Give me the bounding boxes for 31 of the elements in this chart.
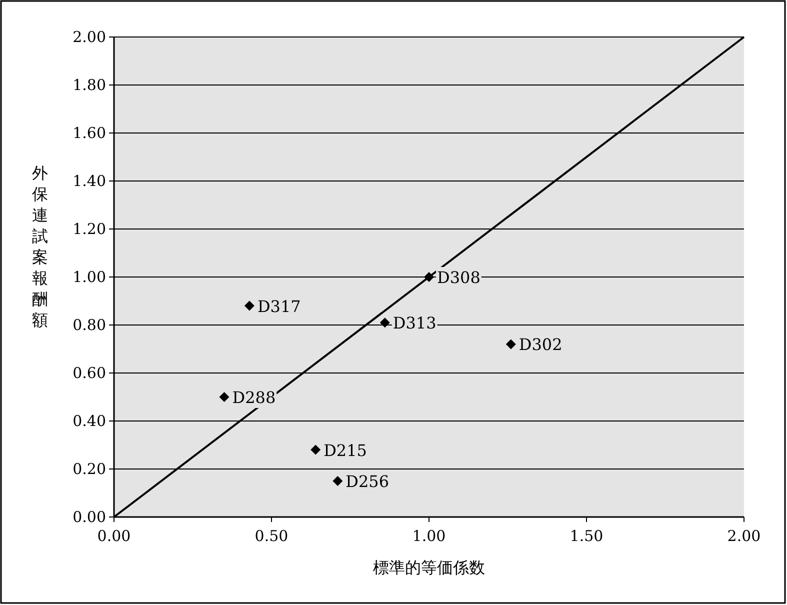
point — [310, 444, 321, 455]
y-tick-label: 1.00 — [72, 268, 106, 286]
annotation: D256 — [346, 472, 390, 491]
point — [332, 476, 343, 486]
y-tick-label: 0.00 — [72, 508, 106, 526]
point — [380, 318, 390, 328]
x-tick-label: 1.50 — [570, 527, 604, 545]
y-tick-label: 1.20 — [72, 220, 106, 238]
annotation: D313 — [392, 314, 436, 333]
x-tick-label: 0.50 — [254, 527, 288, 545]
x-tick-label: 1.00 — [412, 527, 446, 545]
point — [219, 392, 230, 402]
annotation: D308 — [437, 268, 480, 287]
x-axis-title: 標準的等価係数 — [373, 558, 485, 577]
y-axis-title: 外保連試案報酬額 — [32, 164, 48, 330]
x-tick-label: 2.00 — [727, 527, 761, 545]
y-tick-label: 1.80 — [72, 76, 106, 94]
annotation: D302 — [518, 335, 562, 354]
annotation: D317 — [257, 296, 301, 316]
y-tick-label: 2.00 — [72, 28, 106, 46]
y-tick-label: 1.60 — [72, 124, 106, 142]
y-tick-label: 0.60 — [72, 364, 106, 382]
annotation: D215 — [324, 440, 367, 460]
x-tick-label: 0.00 — [97, 527, 131, 545]
y-tick-label: 1.40 — [72, 172, 106, 190]
y-tick-label: 0.40 — [72, 412, 106, 430]
point — [244, 300, 254, 311]
y-tick-label: 0.80 — [72, 316, 106, 334]
y-tick-label: 0.20 — [72, 460, 106, 478]
annotation: D288 — [232, 388, 276, 407]
point — [506, 339, 516, 350]
